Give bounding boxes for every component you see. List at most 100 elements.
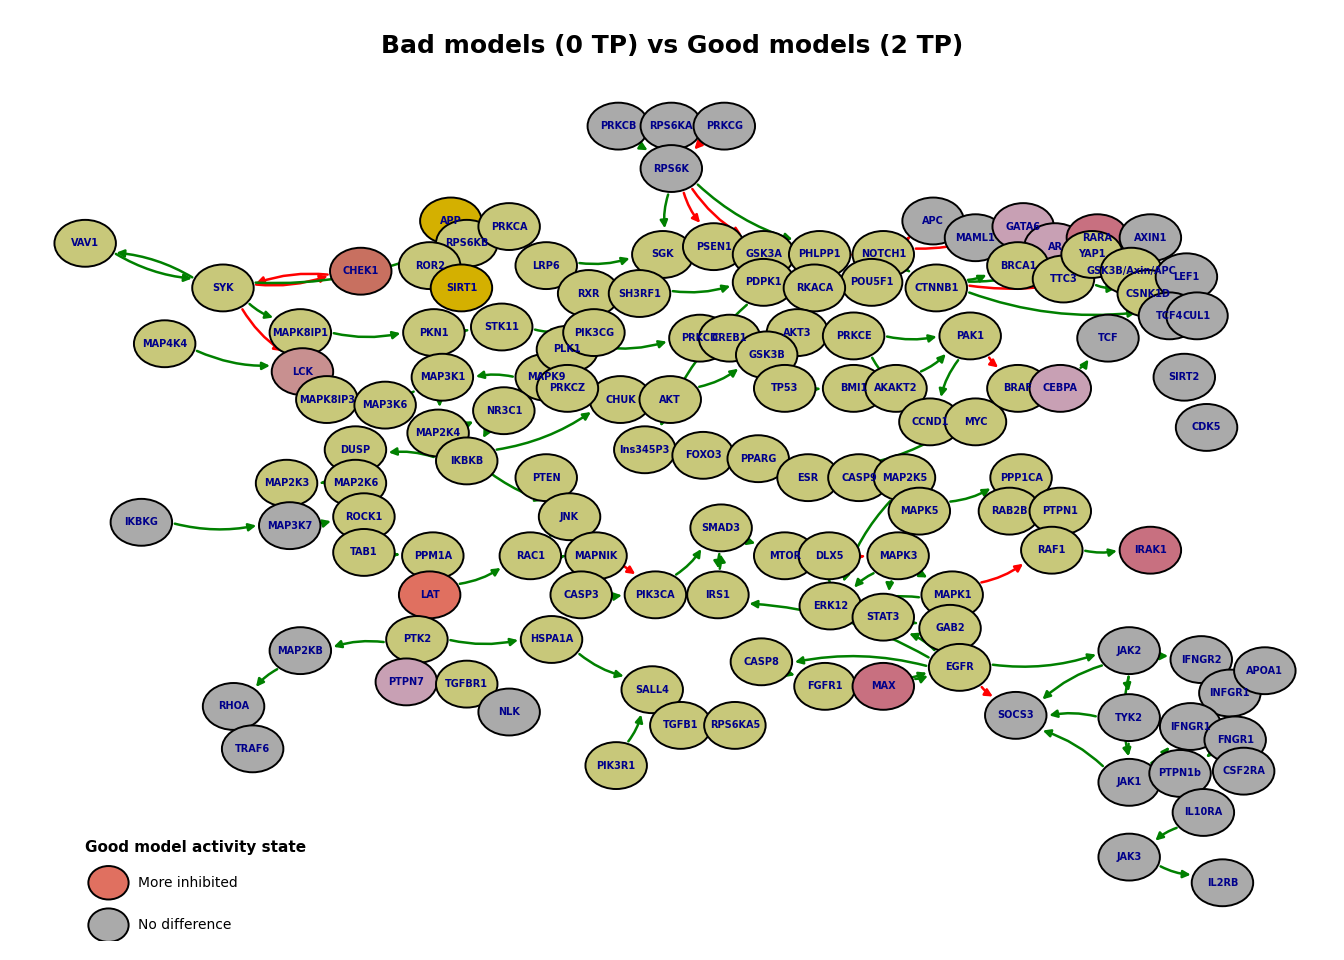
Text: MAPK8IP3: MAPK8IP3: [298, 395, 355, 404]
Text: RARA: RARA: [1082, 232, 1113, 243]
Ellipse shape: [732, 231, 794, 277]
Text: IFNGR1: IFNGR1: [1171, 722, 1211, 732]
Ellipse shape: [375, 659, 437, 706]
Text: MAP3K7: MAP3K7: [267, 520, 312, 531]
Text: JNK: JNK: [560, 512, 579, 521]
Text: PHLPP1: PHLPP1: [798, 250, 841, 259]
Text: TRAF6: TRAF6: [235, 744, 270, 754]
Text: STAT3: STAT3: [867, 612, 900, 622]
Ellipse shape: [89, 950, 129, 960]
Text: PRKCG: PRKCG: [706, 121, 743, 132]
Text: TP53: TP53: [771, 383, 798, 394]
Text: DUSP: DUSP: [340, 444, 371, 455]
Text: PRKCZ: PRKCZ: [550, 383, 586, 394]
Ellipse shape: [874, 454, 935, 501]
Ellipse shape: [1138, 293, 1200, 339]
Ellipse shape: [1098, 833, 1160, 880]
Text: More inhibited: More inhibited: [138, 876, 238, 890]
Ellipse shape: [1153, 354, 1215, 400]
Ellipse shape: [669, 315, 731, 362]
Text: PDPK1: PDPK1: [746, 277, 782, 287]
Text: GSK3B/Axin/APC: GSK3B/Axin/APC: [1086, 266, 1176, 276]
Text: PTPN7: PTPN7: [388, 677, 425, 687]
Text: MAP2K5: MAP2K5: [882, 472, 927, 483]
Ellipse shape: [992, 204, 1054, 250]
Ellipse shape: [89, 866, 129, 900]
Ellipse shape: [386, 616, 448, 663]
Text: PSEN1: PSEN1: [696, 242, 731, 252]
Ellipse shape: [1078, 315, 1138, 362]
Ellipse shape: [641, 103, 702, 150]
Text: JAK2: JAK2: [1117, 646, 1142, 656]
Text: IL2RB: IL2RB: [1207, 877, 1238, 888]
Text: MAPK3: MAPK3: [879, 551, 918, 561]
Ellipse shape: [823, 365, 884, 412]
Ellipse shape: [800, 583, 862, 630]
Ellipse shape: [699, 315, 761, 362]
Text: LEF1: LEF1: [1173, 272, 1200, 282]
Text: Ins345P3: Ins345P3: [620, 444, 671, 455]
Text: EGFR: EGFR: [945, 662, 974, 672]
Text: TGFB1: TGFB1: [663, 720, 699, 731]
Text: HSPA1A: HSPA1A: [530, 635, 573, 644]
Ellipse shape: [551, 571, 612, 618]
Text: TCF: TCF: [1098, 333, 1118, 343]
Text: PIK3CG: PIK3CG: [574, 327, 614, 338]
Text: APP: APP: [439, 216, 462, 226]
Text: MAP2K3: MAP2K3: [263, 478, 309, 489]
Text: CCND1: CCND1: [911, 417, 949, 427]
Ellipse shape: [536, 365, 598, 412]
Text: Good model activity state: Good model activity state: [85, 840, 306, 855]
Ellipse shape: [355, 382, 415, 428]
Text: TAB1: TAB1: [351, 547, 378, 558]
Text: INFGR1: INFGR1: [1210, 688, 1250, 698]
Ellipse shape: [1156, 253, 1218, 300]
Text: IRS1: IRS1: [706, 589, 730, 600]
Ellipse shape: [978, 488, 1040, 535]
Ellipse shape: [1149, 750, 1211, 797]
Ellipse shape: [1021, 527, 1082, 574]
Ellipse shape: [411, 354, 473, 400]
Ellipse shape: [325, 460, 386, 507]
Ellipse shape: [621, 666, 683, 713]
Ellipse shape: [727, 435, 789, 482]
Ellipse shape: [134, 321, 195, 367]
Ellipse shape: [421, 198, 481, 245]
Text: FGFR1: FGFR1: [808, 682, 843, 691]
Text: PRKCA: PRKCA: [491, 222, 527, 231]
Text: APOA1: APOA1: [1246, 665, 1284, 676]
Ellipse shape: [828, 454, 890, 501]
Text: CTNNB1: CTNNB1: [914, 283, 958, 293]
Ellipse shape: [110, 499, 172, 545]
Text: CEBPA: CEBPA: [1043, 383, 1078, 394]
Ellipse shape: [331, 248, 391, 295]
Ellipse shape: [325, 426, 386, 473]
Text: DLX5: DLX5: [814, 551, 844, 561]
Text: AKT3: AKT3: [784, 327, 812, 338]
Text: MAP4K4: MAP4K4: [142, 339, 187, 348]
Text: NLK: NLK: [499, 707, 520, 717]
Text: PPP1CA: PPP1CA: [1000, 472, 1043, 483]
Ellipse shape: [203, 683, 265, 730]
Text: CSNK1D: CSNK1D: [1126, 289, 1171, 299]
Text: PLK1: PLK1: [554, 345, 581, 354]
Text: POU5F1: POU5F1: [849, 277, 894, 287]
Text: SYK: SYK: [212, 283, 234, 293]
Ellipse shape: [407, 410, 469, 456]
Ellipse shape: [754, 533, 816, 579]
Ellipse shape: [1172, 789, 1234, 836]
Text: SIRT1: SIRT1: [446, 283, 477, 293]
Text: PPM1A: PPM1A: [414, 551, 452, 561]
Text: CASP8: CASP8: [743, 657, 780, 667]
Text: RPS6KA: RPS6KA: [649, 121, 694, 132]
Text: JAK1: JAK1: [1117, 778, 1142, 787]
Text: No difference: No difference: [138, 918, 231, 932]
Text: IFNGR2: IFNGR2: [1181, 655, 1222, 664]
Text: AKAKT2: AKAKT2: [874, 383, 918, 394]
Text: FNGR1: FNGR1: [1216, 735, 1254, 745]
Ellipse shape: [1167, 293, 1228, 339]
Ellipse shape: [985, 692, 1047, 739]
Ellipse shape: [732, 259, 794, 306]
Text: ERK12: ERK12: [813, 601, 848, 611]
Text: ROCK1: ROCK1: [345, 512, 383, 521]
